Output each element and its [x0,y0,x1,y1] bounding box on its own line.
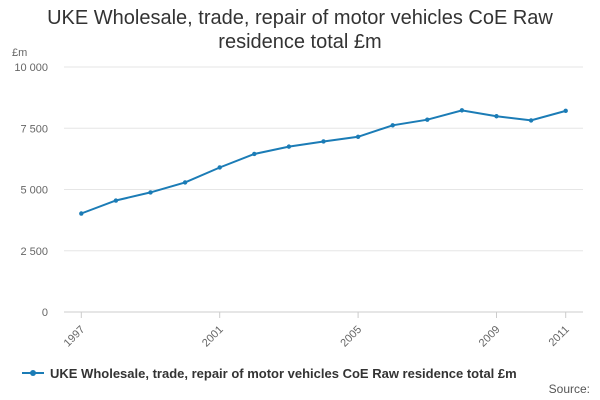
data-point[interactable] [148,190,153,195]
gridlines [64,66,583,252]
x-tick-label: 1997 [62,324,88,350]
y-tick-label: 2 500 [20,246,48,258]
chart-title-line-2: residence total £m [218,31,382,53]
data-point[interactable] [390,123,395,128]
x-tick-label: 2001 [200,324,226,350]
data-point[interactable] [425,117,430,122]
data-point[interactable] [252,151,257,157]
legend-series-label: UKE Wholesale, trade, repair of motor ve… [50,365,517,381]
y-tick-label: 10 000 [14,62,48,74]
data-point[interactable] [563,108,568,114]
y-axis-ticks: 0 2 500 5 000 7 500 10 000 [14,62,48,319]
data-point[interactable] [494,114,499,119]
series-line [80,109,566,215]
data-point[interactable] [321,139,326,144]
data-point[interactable] [355,134,361,140]
line-chart: 0 2 500 5 000 7 500 10 000 1997 2001 2005 2009 2… [12,47,583,349]
source-label: Source: [548,382,590,396]
data-point[interactable] [528,118,534,123]
x-tick-label: 2011 [547,324,572,349]
data-point[interactable] [113,198,119,203]
data-point[interactable] [286,144,292,149]
chart-title-line-1: UKE Wholesale, trade, repair of motor ve… [47,7,553,29]
legend[interactable]: UKE Wholesale, trade, repair of motor ve… [22,364,517,382]
y-axis-label: £m [12,47,27,59]
x-tick-label: 2009 [477,324,503,350]
data-point[interactable] [217,165,222,170]
legend-line-marker-icon [22,368,44,378]
x-tick-label: 2005 [338,324,364,350]
y-tick-label: 7 500 [20,123,48,135]
y-tick-label: 0 [42,307,48,319]
series-layer [79,108,568,216]
y-tick-label: 5 000 [20,185,48,197]
chart-title: UKE Wholesale, trade, repair of motor ve… [0,6,600,54]
data-point[interactable] [79,211,84,216]
data-point[interactable] [459,108,465,113]
data-point[interactable] [182,180,188,185]
x-axis-ticks: 1997 2001 2005 2009 2011 [62,312,572,349]
